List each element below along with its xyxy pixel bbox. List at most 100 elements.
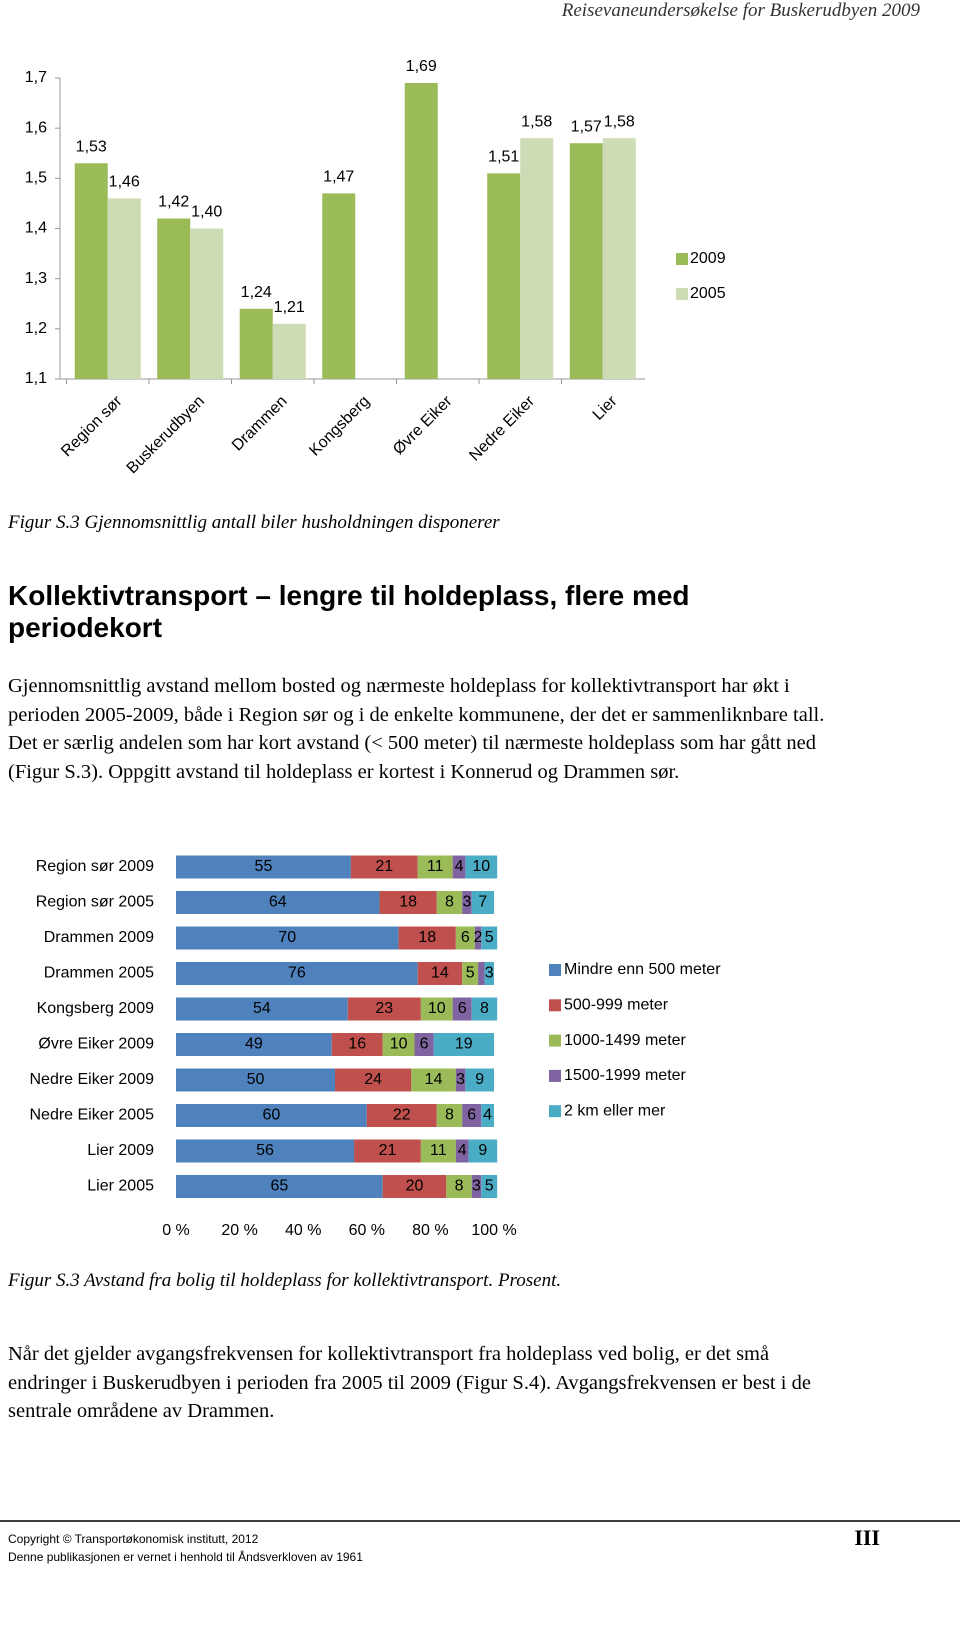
bar — [569, 143, 603, 379]
data-label: 9 — [478, 1142, 487, 1159]
data-label: 23 — [375, 1000, 393, 1017]
bar-segment — [176, 1175, 383, 1198]
data-label: 6 — [461, 929, 470, 946]
legend-label: 1500-1999 meter — [564, 1067, 687, 1084]
x-tick-label: Nedre Eiker — [466, 392, 538, 464]
data-label: 3 — [485, 965, 494, 982]
data-label: 70 — [278, 929, 296, 946]
bar-segment — [433, 1033, 494, 1056]
bar-segment — [417, 962, 463, 985]
data-label: 3 — [456, 1071, 465, 1088]
x-tick-label: Buskerudbyen — [124, 393, 208, 477]
legend-label: 2 km eller mer — [564, 1102, 666, 1119]
paragraph: Gjennomsnittlig avstand mellom bosted og… — [8, 675, 825, 783]
data-label: 9 — [475, 1071, 484, 1088]
data-label: 7 — [478, 894, 487, 911]
bar — [239, 308, 273, 379]
bar-segment — [411, 1068, 456, 1092]
copyright-notice: Denne publikasjonen er vernet i henhold … — [8, 1550, 363, 1564]
paragraph: Når det gjelder avgangsfrekvensen for ko… — [8, 1343, 811, 1422]
data-label: 6 — [467, 1107, 476, 1124]
bar-segment — [414, 1033, 434, 1056]
data-label: 1,57 — [571, 118, 602, 135]
bar-segment — [176, 926, 399, 950]
y-tick-label: Region sør 2009 — [36, 858, 154, 875]
x-tick-label: 60 % — [349, 1222, 385, 1239]
data-label: 16 — [348, 1036, 366, 1053]
data-label: 1,58 — [604, 113, 635, 130]
y-tick-label: 1,1 — [25, 370, 47, 387]
legend-swatch — [549, 1034, 561, 1047]
bar-segment — [481, 1175, 498, 1198]
data-label: 18 — [399, 894, 417, 911]
data-label: 8 — [445, 1107, 454, 1124]
data-label: 4 — [483, 1107, 492, 1124]
bar — [107, 198, 141, 379]
bar-segment — [379, 891, 437, 914]
bar-segment — [481, 1104, 494, 1127]
data-label: 2 — [474, 929, 483, 946]
bar-segment — [452, 997, 472, 1021]
bar-segment — [465, 855, 498, 879]
bar-segment — [471, 997, 498, 1021]
bar — [157, 218, 191, 379]
bar-segment — [481, 926, 498, 950]
data-label: 5 — [485, 1178, 494, 1195]
data-label: 54 — [253, 1000, 271, 1017]
bar-segment — [462, 891, 472, 914]
bar-segment — [452, 855, 466, 879]
data-label: 1,69 — [406, 58, 437, 75]
data-label: 60 — [263, 1107, 281, 1124]
bar — [74, 163, 108, 379]
data-label: 4 — [458, 1142, 467, 1159]
data-label: 11 — [427, 858, 444, 875]
bar-segment — [331, 1033, 383, 1056]
legend-swatch — [676, 253, 688, 265]
y-tick-label: Drammen 2005 — [44, 965, 154, 982]
data-label: 21 — [375, 858, 393, 875]
data-label: 8 — [455, 1178, 464, 1195]
data-label: 56 — [256, 1142, 274, 1159]
legend-label: 2009 — [690, 250, 726, 267]
x-tick-label: 0 % — [162, 1222, 190, 1239]
bar-segment — [455, 926, 475, 950]
data-label: 1,58 — [521, 113, 552, 130]
bar-segment — [176, 855, 351, 879]
data-label: 64 — [269, 894, 287, 911]
data-label: 14 — [425, 1071, 443, 1088]
bar — [487, 173, 521, 379]
legend-label: Mindre enn 500 meter — [564, 961, 721, 978]
data-label: 65 — [270, 1178, 288, 1195]
bar-segment — [382, 1033, 415, 1056]
legend-swatch — [549, 1105, 561, 1118]
data-label: 11 — [430, 1142, 447, 1159]
data-label: 8 — [480, 1000, 489, 1017]
legend-label: 2005 — [690, 285, 726, 302]
x-tick-label: Kongsberg — [306, 393, 373, 460]
copyright: Copyright © Transportøkonomisk institutt… — [8, 1532, 259, 1546]
data-label: 3 — [463, 894, 472, 911]
bar-segment — [420, 1139, 456, 1163]
data-label: 55 — [255, 858, 273, 875]
bar-segment — [478, 962, 485, 985]
data-label: 1,53 — [76, 139, 107, 156]
bar-segment — [455, 1068, 466, 1092]
bar — [404, 83, 438, 380]
data-label: 20 — [406, 1178, 424, 1195]
data-label: 10 — [428, 1000, 446, 1017]
data-label: 1,40 — [191, 204, 222, 221]
y-tick-label: 1,3 — [25, 270, 47, 287]
data-label: 24 — [364, 1071, 382, 1088]
y-tick-label: Øvre Eiker 2009 — [38, 1036, 154, 1053]
bar-segment — [176, 962, 418, 985]
bar-segment — [436, 1104, 463, 1127]
bar-segment — [468, 1139, 498, 1163]
bar-segment — [471, 1175, 482, 1198]
bar-segment — [455, 1139, 469, 1163]
data-label: 18 — [418, 929, 436, 946]
legend-label: 1000-1499 meter — [564, 1032, 687, 1049]
data-label: 22 — [393, 1107, 411, 1124]
data-label: 4 — [455, 858, 464, 875]
